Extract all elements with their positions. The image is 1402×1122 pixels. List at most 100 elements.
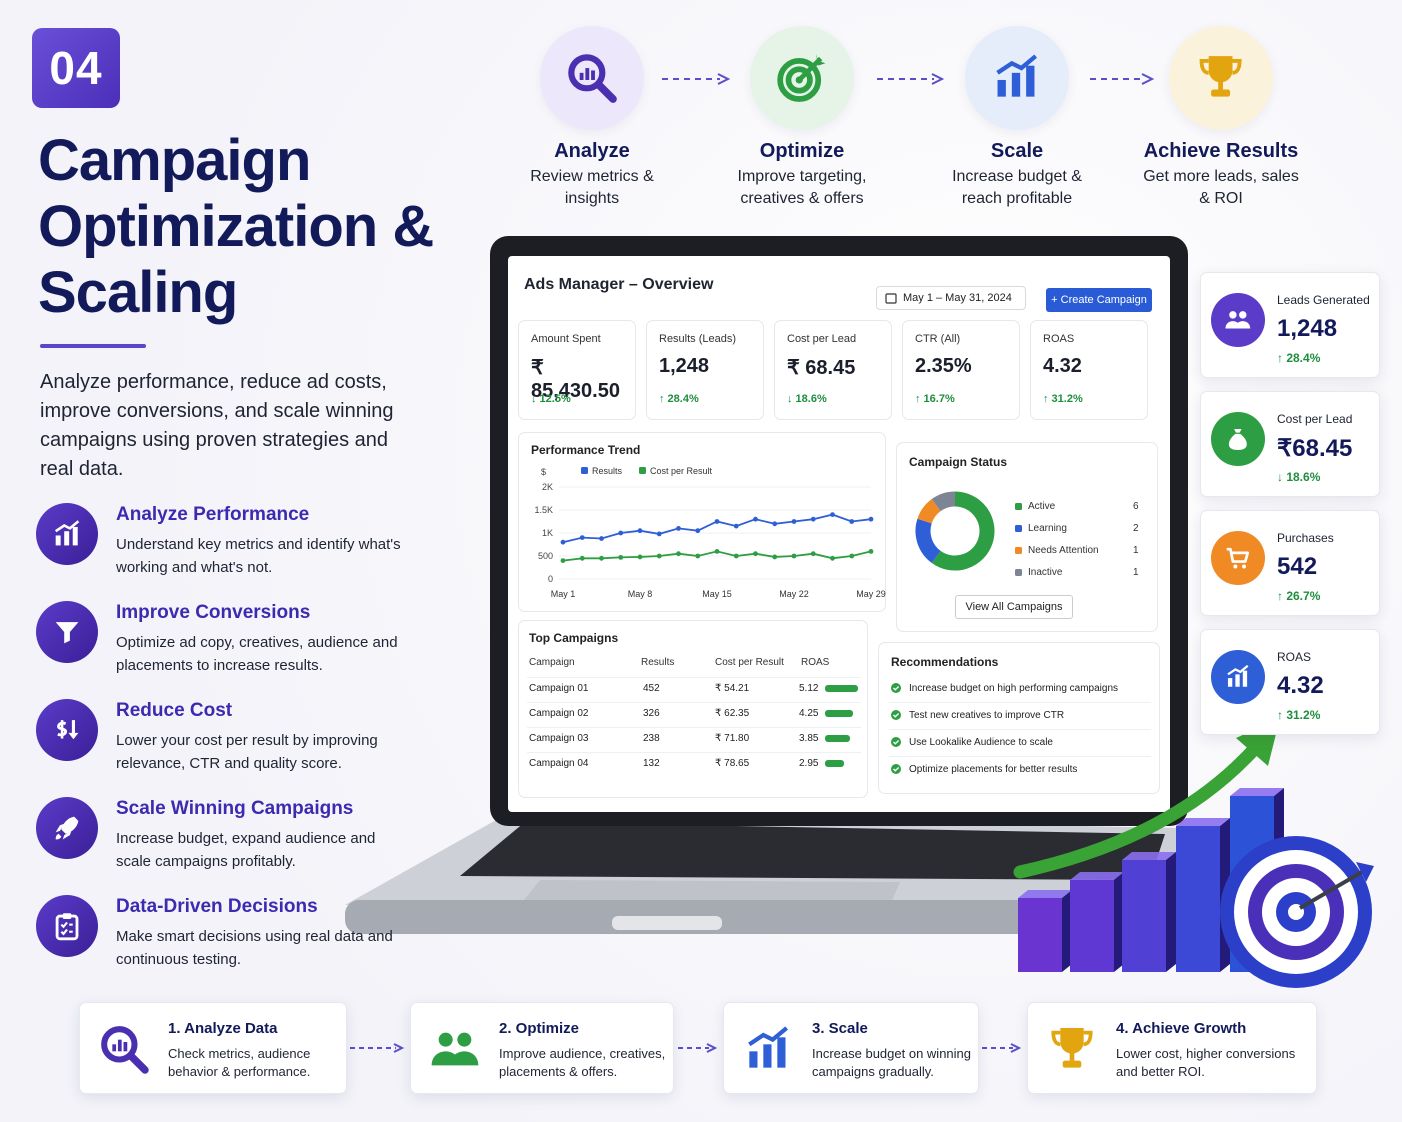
trend-point — [695, 528, 701, 534]
icon-shape — [438, 1032, 453, 1047]
icon-shape — [777, 58, 822, 103]
icon-shape — [1229, 434, 1247, 451]
icon-shape — [1242, 564, 1247, 569]
icon-shape — [1229, 311, 1237, 319]
icon-shape — [1233, 564, 1238, 569]
roas-bar — [825, 760, 845, 767]
view-all-button[interactable]: View All Campaigns — [955, 595, 1073, 619]
stat-value: 4.32 — [1277, 672, 1324, 699]
bar-top — [1070, 872, 1124, 880]
icon — [965, 26, 1069, 130]
icon-shape — [786, 66, 814, 94]
kpi-value: ₹ 85,430.50 — [531, 357, 620, 402]
trend-title: Performance Trend — [531, 443, 641, 457]
laptop-keyboard — [460, 822, 1165, 880]
icon-shape — [101, 1026, 138, 1063]
stat-label: Purchases — [1277, 531, 1334, 545]
trend-point — [868, 549, 874, 554]
dart-fin — [1356, 862, 1374, 882]
status-name: Learning — [1028, 523, 1067, 534]
stat-card: ROAS 4.32 ↑ 31.2% — [1200, 629, 1380, 735]
campaign-cost: ₹ 78.65 — [715, 758, 750, 769]
status-value: 2 — [1133, 523, 1139, 534]
row-divider — [527, 727, 861, 728]
date-picker[interactable]: May 1 – May 31, 2024 — [876, 286, 1026, 310]
legend-label: Cost per Result — [650, 466, 713, 476]
stat-label: Cost per Lead — [1277, 412, 1353, 426]
kpi-value: ₹ 68.45 — [787, 357, 856, 379]
process-title: Achieve Results — [1143, 140, 1299, 162]
feature-text: Increase budget, expand audience and sca… — [116, 830, 376, 870]
legend-swatch — [639, 467, 646, 474]
bar-front — [1122, 860, 1166, 972]
step-text: Check metrics, audience behavior & perfo… — [168, 1046, 311, 1079]
arrow-head — [1141, 73, 1155, 85]
icon-shape — [777, 1037, 786, 1068]
kpi-label: CTR (All) — [915, 333, 961, 345]
campaign-results: 452 — [643, 683, 660, 694]
kpi-value: 4.32 — [1043, 355, 1082, 377]
column-header: ROAS — [801, 657, 830, 668]
donut-segment — [915, 518, 941, 563]
column-header: Campaign — [529, 657, 575, 668]
icon-shape — [1062, 1060, 1082, 1068]
stat-card: Purchases 542 ↑ 26.7% — [1200, 510, 1380, 616]
recommendation: Increase budget on high performing campa… — [909, 683, 1119, 694]
stat-change: ↑ 31.2% — [1277, 708, 1321, 722]
arrow-head — [717, 73, 731, 85]
trend-point — [637, 554, 643, 560]
row-divider — [889, 702, 1151, 703]
icon-shape — [72, 526, 78, 546]
trend-point — [733, 553, 739, 559]
stat-change: ↑ 26.7% — [1277, 589, 1321, 603]
trend-point — [656, 531, 662, 537]
icon — [36, 503, 98, 565]
feature-title: Analyze Performance — [116, 504, 310, 525]
icon-glyph — [777, 54, 826, 103]
icon — [540, 26, 644, 130]
trend-point — [618, 530, 624, 536]
create-campaign-button[interactable]: + Create Campaign — [1046, 288, 1152, 312]
bar-top — [1018, 890, 1072, 898]
icon-shape — [763, 1044, 772, 1068]
process-title: Optimize — [759, 140, 845, 162]
growth-arrow — [1013, 738, 1265, 879]
bar-front — [1018, 898, 1062, 972]
icon-shape — [1235, 674, 1240, 687]
step-title: 2. Optimize — [499, 1020, 580, 1037]
step-card: 4. Achieve Growth Lower cost, higher conv… — [1027, 1002, 1317, 1094]
donut-segment — [917, 499, 941, 524]
trend-point — [676, 526, 681, 531]
icon — [1211, 531, 1265, 585]
kpi-change: ↑ 31.2% — [1043, 393, 1083, 405]
campaign-cost: ₹ 54.21 — [715, 683, 750, 694]
trend-point — [618, 554, 624, 560]
row-divider — [889, 729, 1151, 730]
trend-point — [830, 512, 835, 517]
campaign-roas: 5.12 — [799, 683, 819, 694]
icon-shape — [55, 622, 79, 644]
icon-shape — [64, 531, 70, 546]
kpi-card: ROAS 4.32 ↑ 31.2% — [1030, 320, 1148, 420]
stat-card: Leads Generated 1,248 ↑ 28.4% — [1200, 272, 1380, 378]
trend-point — [560, 539, 566, 545]
title: Campaign Optimization & Scaling — [38, 128, 434, 325]
icon — [427, 1021, 483, 1077]
icon — [750, 26, 854, 130]
icon — [36, 699, 98, 761]
process-text: Review metrics & insights — [530, 168, 654, 207]
kpi-label: ROAS — [1043, 333, 1075, 345]
legend-label: Results — [592, 466, 623, 476]
icon-shape — [585, 68, 590, 81]
trend-point — [733, 523, 739, 529]
trend-point — [753, 516, 758, 522]
step-text: Increase budget on winning campaigns gra… — [812, 1046, 972, 1079]
recommendations-card: Recommendations Increase budget on high p… — [878, 642, 1160, 794]
trend-chart: $0 500 1K 1.5K 2K May 1 May 8 May 15 May 22 May 2… — [534, 466, 885, 599]
donut-segment — [931, 491, 995, 571]
check-mark — [893, 686, 900, 691]
roas-bar — [825, 685, 859, 692]
icon — [1211, 293, 1265, 347]
campaign-roas: 2.95 — [799, 758, 819, 769]
step-text: Improve audience, creatives, placements … — [499, 1046, 666, 1079]
